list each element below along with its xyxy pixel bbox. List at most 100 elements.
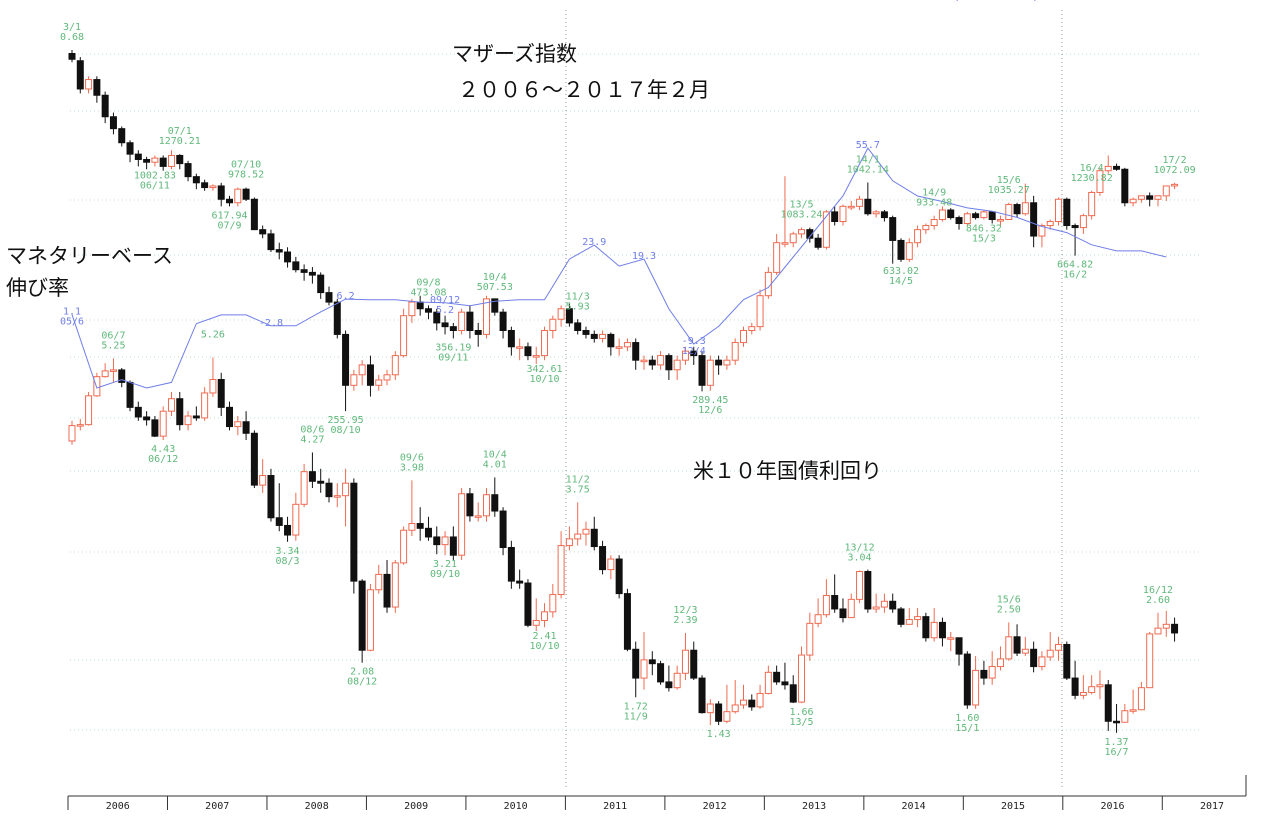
- candle-body: [889, 600, 897, 610]
- candle-body: [880, 600, 888, 608]
- candle-body: [880, 211, 888, 219]
- candle-body: [715, 359, 723, 366]
- candle-body: [201, 392, 209, 419]
- candle-body: [333, 301, 341, 335]
- candle-body: [176, 154, 184, 165]
- chart-title-line2: ２００６～２０１７年２月: [458, 78, 710, 102]
- candle-body: [358, 364, 366, 376]
- x-tick-label: 2016: [1100, 801, 1124, 812]
- candle-body: [532, 619, 540, 626]
- annotation-sublabel: 3.98: [400, 462, 424, 473]
- annotation-sublabel: 1270.21: [159, 136, 201, 147]
- annotation-label: 10/4: [483, 272, 507, 283]
- candle-body: [963, 213, 971, 225]
- candle-body: [342, 482, 350, 497]
- annotation-sublabel: 1072.09: [1153, 165, 1195, 176]
- x-tick-label: 2010: [504, 801, 528, 812]
- candle-body: [988, 666, 996, 679]
- candle-body: [375, 573, 383, 591]
- candle-body: [109, 116, 117, 130]
- candle-body: [491, 494, 499, 512]
- candle-body: [615, 346, 623, 349]
- candle-body: [673, 672, 681, 689]
- annotation-label: 09/12: [430, 295, 460, 306]
- candle-body: [284, 251, 292, 263]
- candle-body: [922, 225, 930, 231]
- candle-body: [441, 322, 449, 328]
- candle-body: [798, 654, 806, 703]
- candle-body: [209, 379, 217, 394]
- annotation-sublabel: 09/11: [438, 352, 468, 363]
- annotation-label: 4.43: [151, 444, 175, 455]
- candle-body: [391, 562, 399, 608]
- candle-body: [640, 359, 648, 363]
- candle-body: [466, 493, 474, 517]
- candle-body: [1030, 202, 1038, 237]
- annotation-label: 664.82: [1057, 260, 1093, 271]
- annotation-label: 11/2: [566, 474, 590, 485]
- candle-body: [947, 209, 955, 219]
- candle-body: [259, 229, 267, 235]
- candle-body: [441, 536, 449, 546]
- annotation-sublabel: 5.2: [436, 305, 454, 316]
- candle-body: [731, 342, 739, 361]
- x-tick-label: 2006: [106, 801, 130, 812]
- candle-body: [259, 475, 267, 486]
- annotation-label: 6.2: [337, 291, 355, 302]
- annotation-sublabel: 15/3: [972, 234, 996, 245]
- annotation-label: 15/6: [997, 175, 1021, 186]
- candle-body: [358, 580, 366, 651]
- candle-body: [325, 292, 333, 303]
- candle-body: [582, 329, 590, 335]
- candle-body: [665, 355, 673, 371]
- candle-body: [250, 198, 258, 231]
- candle-body: [167, 154, 175, 167]
- candle-body: [424, 527, 432, 538]
- candle-body: [516, 346, 524, 349]
- candle-body: [1113, 720, 1121, 724]
- candle-body: [226, 198, 234, 204]
- annotation-sublabel: 16/7: [1104, 747, 1128, 758]
- candle-body: [839, 205, 847, 223]
- annotation-label: 23.9: [582, 237, 606, 248]
- candle-body: [391, 355, 399, 376]
- candle-body: [541, 329, 549, 357]
- candle-body: [1055, 643, 1063, 651]
- annotation-label: 13/12: [844, 543, 874, 554]
- candle-body: [1005, 204, 1013, 221]
- x-tick-label: 2009: [404, 801, 428, 812]
- candle-body: [516, 580, 524, 584]
- candle-body: [449, 326, 457, 331]
- candle-body: [76, 424, 84, 427]
- candle-body: [383, 374, 391, 381]
- candle-body: [872, 606, 880, 610]
- x-tick-label: 2014: [902, 801, 926, 812]
- candle-body: [524, 582, 532, 626]
- candle-body: [839, 608, 847, 619]
- candle-body: [748, 699, 756, 708]
- candle-body: [101, 94, 109, 118]
- annotation-sublabel: 507.53: [477, 282, 513, 293]
- candle-body: [723, 359, 731, 366]
- candle-body: [856, 198, 864, 207]
- candle-body: [1038, 225, 1046, 237]
- annotation-label: 255.95: [328, 415, 364, 426]
- candle-body: [574, 533, 582, 540]
- candle-body: [706, 703, 714, 714]
- candle-body: [408, 301, 416, 317]
- candle-body: [806, 229, 814, 239]
- candle-body: [1113, 165, 1121, 170]
- candle-body: [308, 271, 316, 276]
- candle-body: [217, 379, 225, 408]
- annotation-sublabel: 13/5: [789, 717, 813, 728]
- candle-body: [1079, 691, 1087, 696]
- candle-body: [872, 211, 880, 215]
- candle-body: [1046, 649, 1054, 658]
- annotation-sublabel: 10/10: [529, 374, 559, 385]
- candle-body: [806, 622, 814, 656]
- annotation-label: 14/9: [922, 188, 946, 199]
- candle-body: [996, 658, 1004, 668]
- annotation-sublabel: 2.50: [997, 604, 1021, 615]
